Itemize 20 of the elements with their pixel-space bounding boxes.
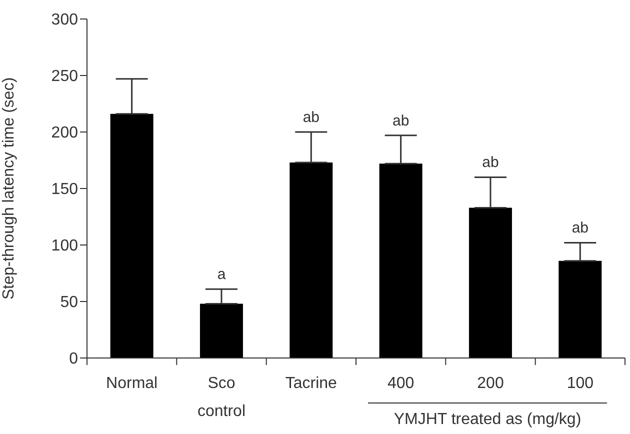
annotation: a bbox=[217, 266, 226, 284]
y-tick-label: 250 bbox=[51, 68, 78, 86]
x-axis-title: YMJHT treated as (mg/kg) bbox=[394, 411, 582, 428]
x-tick-label: Sco control bbox=[197, 375, 246, 420]
y-tick-label: 200 bbox=[51, 124, 78, 142]
y-tick-label: 50 bbox=[60, 294, 78, 312]
annotation: ab bbox=[302, 109, 320, 126]
annotation: ab bbox=[482, 154, 499, 172]
x-tick-label: 400 bbox=[387, 375, 414, 392]
y-axis-title: Step-through latency time (sec) bbox=[0, 77, 18, 300]
annotation: ab bbox=[572, 220, 589, 237]
y-tick-label: 0 bbox=[69, 350, 78, 368]
y-tick-label: 300 bbox=[51, 12, 78, 29]
y-tick-label: 100 bbox=[51, 238, 78, 255]
annotation: ab bbox=[392, 112, 410, 130]
x-tick-label: Tacrine bbox=[285, 375, 338, 392]
x-tick-label: Normal bbox=[106, 375, 158, 392]
x-tick-label: 100 bbox=[566, 375, 594, 392]
y-tick-label: 150 bbox=[51, 181, 78, 198]
x-tick-label: 200 bbox=[477, 375, 504, 392]
